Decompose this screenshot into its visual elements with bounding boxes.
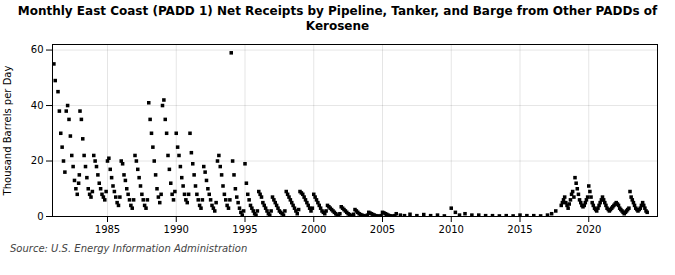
svg-text:2000: 2000 xyxy=(301,224,326,235)
svg-text:2020: 2020 xyxy=(576,224,601,235)
html-text:Monthly East Coast (PADD 1) Ne: Monthly East Coast (PADD 1) Net Receipts… xyxy=(17,4,658,33)
svg-text:0: 0 xyxy=(37,211,43,222)
svg-text:2015: 2015 xyxy=(507,224,532,235)
html-text:Source: U.S. Energy Informatio: Source: U.S. Energy Information Administ… xyxy=(10,243,248,254)
svg-text:2005: 2005 xyxy=(370,224,395,235)
svg-text:1985: 1985 xyxy=(95,224,120,235)
svg-text:1995: 1995 xyxy=(232,224,257,235)
svg-text:60: 60 xyxy=(31,44,44,55)
svg-text:1990: 1990 xyxy=(164,224,189,235)
svg-text:2010: 2010 xyxy=(439,224,464,235)
svg-text:40: 40 xyxy=(31,100,44,111)
svg-text:Thousand Barrels per Day: Thousand Barrels per Day xyxy=(2,66,13,197)
svg-text:20: 20 xyxy=(31,155,44,166)
